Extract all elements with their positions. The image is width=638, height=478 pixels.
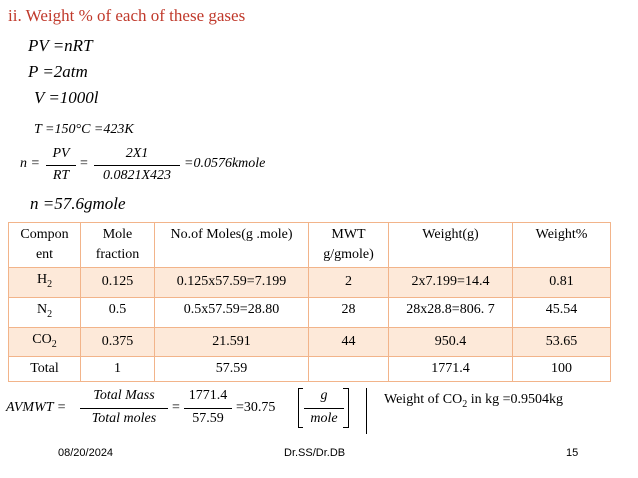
component-cell: CO2 (8, 326, 81, 358)
weight-cell: 950.4 (388, 326, 513, 358)
fraction-denominator: 57.59 (192, 411, 224, 426)
component-subscript: 2 (47, 278, 53, 290)
component-subscript: 2 (47, 308, 53, 320)
component-cell: N2 (8, 296, 81, 328)
table-header-row: Compon ent Mole fraction No.of Moles(g .… (8, 222, 611, 268)
component-subscript: 2 (51, 338, 57, 350)
fraction-denominator: 0.0821X423 (102, 168, 172, 183)
bracket-right-bottom (343, 427, 348, 428)
mwt-cell: 44 (308, 326, 389, 358)
header-cell: Weight% (512, 222, 611, 268)
equals-sign: = (80, 156, 88, 171)
weight-cell: 2x7.199=14.4 (388, 267, 513, 298)
footer-page-number: 15 (566, 447, 579, 459)
gas-weight-table: Compon ent Mole fraction No.of Moles(g .… (8, 222, 611, 383)
header-cell: Weight(g) (388, 222, 513, 268)
header-cell: Mole fraction (80, 222, 155, 268)
footer-date: 08/20/2024 (58, 447, 114, 459)
unit-numerator: g (320, 388, 328, 403)
bracket-right-top (343, 388, 348, 389)
moles-lhs: n = (20, 156, 40, 171)
header-cell: No.of Moles(g .mole) (154, 222, 309, 268)
fraction-numerator: Total Mass (93, 388, 155, 403)
fraction-numerator: PV (52, 146, 70, 161)
weight-cell: 28x28.8=806. 7 (388, 296, 513, 328)
moles-cell: 21.591 (154, 326, 309, 358)
component-cell: Total (8, 356, 81, 383)
fraction-denominator: Total moles (91, 411, 157, 426)
moles-result: =0.0576kmole (184, 156, 266, 171)
component-name: N (36, 301, 48, 317)
weight-cell: 1771.4 (388, 356, 513, 383)
co2-weight-note: Weight of CO2 in kg =0.9504kg (384, 392, 563, 410)
fraction-bar (94, 165, 180, 166)
header-cell: Compon ent (8, 222, 81, 268)
note-subscript: 2 (462, 398, 468, 410)
unit-denominator: mole (310, 411, 338, 426)
fraction-cell: 1 (80, 356, 155, 383)
slide-heading: ii. Weight % of each of these gases (8, 6, 246, 25)
component-name: H (36, 272, 48, 287)
table-row: H2 0.125 0.125x57.59=7.199 2 2x7.199=14.… (8, 267, 611, 298)
separator-line (366, 388, 367, 434)
equation-volume: V =1000l (34, 88, 99, 107)
mwt-cell: 2 (308, 267, 389, 298)
component-name: CO (32, 331, 52, 347)
fraction-cell: 0.125 (80, 267, 155, 298)
bracket-left-top (298, 388, 303, 389)
moles-cell: 0.125x57.59=7.199 (154, 267, 309, 298)
percent-cell: 53.65 (512, 326, 611, 358)
fraction-denominator: RT (52, 168, 70, 183)
equation-ideal-gas: PV =nRT (28, 36, 93, 55)
component-name: Total (30, 361, 59, 377)
percent-cell: 45.54 (512, 296, 611, 328)
footer-author: Dr.SS/Dr.DB (284, 447, 346, 459)
fraction-bar (46, 165, 76, 166)
equals-sign: = (172, 400, 180, 415)
moles-cell: 0.5x57.59=28.80 (154, 296, 309, 328)
percent-cell: 0.81 (512, 267, 611, 298)
fraction-cell: 0.375 (80, 326, 155, 358)
mwt-cell (308, 356, 389, 383)
component-cell: H2 (8, 267, 81, 298)
moles-cell: 57.59 (154, 356, 309, 383)
fraction-numerator: 2X1 (125, 146, 149, 161)
fraction-bar (80, 408, 168, 409)
percent-cell: 100 (512, 356, 611, 383)
avmwt-result: =30.75 (236, 400, 276, 415)
header-cell: MWT g/gmole) (308, 222, 389, 268)
table-row: CO2 0.375 21.591 44 950.4 53.65 (8, 326, 611, 358)
table-row: N2 0.5 0.5x57.59=28.80 28 28x28.8=806. 7… (8, 296, 611, 328)
equation-moles-result: n =57.6gmole (30, 194, 126, 213)
mwt-cell: 28 (308, 296, 389, 328)
note-prefix: Weight of CO (384, 392, 463, 407)
bracket-right (348, 388, 349, 428)
fraction-bar (184, 408, 232, 409)
equation-pressure: P =2atm (28, 62, 88, 81)
fraction-numerator: 1771.4 (188, 388, 228, 403)
equation-temperature: T =150°C =423K (34, 122, 134, 137)
fraction-bar (304, 408, 344, 409)
fraction-cell: 0.5 (80, 296, 155, 328)
bracket-left (298, 388, 299, 428)
note-suffix: in kg =0.9504kg (467, 392, 563, 407)
table-row-total: Total 1 57.59 1771.4 100 (8, 356, 611, 383)
bracket-left-bottom (298, 427, 303, 428)
avmwt-lhs: AVMWT = (6, 400, 67, 415)
